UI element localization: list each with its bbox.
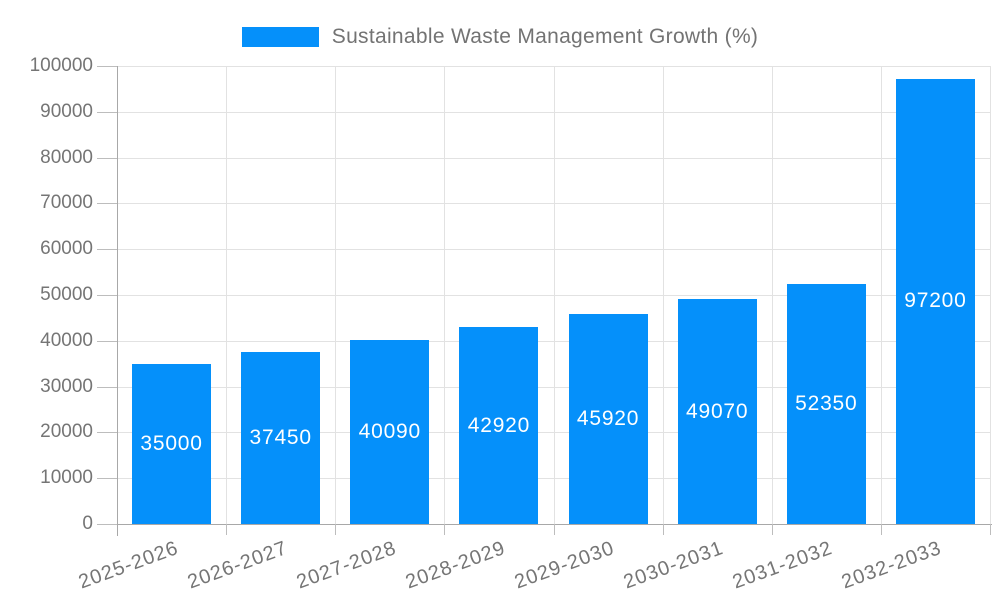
- y-axis-tick: [97, 386, 117, 388]
- grid-line-vertical: [444, 66, 446, 524]
- bar-value-label: 40090: [358, 420, 422, 444]
- y-axis-tick: [97, 249, 117, 251]
- bar-value-label: 52350: [795, 392, 858, 416]
- y-axis-tick-label: 90000: [40, 100, 93, 122]
- x-axis-tick: [662, 524, 664, 535]
- bar: [786, 284, 866, 524]
- x-axis-tick-label: 2029-2030: [511, 537, 618, 594]
- x-axis-tick: [444, 524, 446, 535]
- y-axis-tick-label: 20000: [40, 421, 93, 443]
- y-axis-tick: [97, 432, 117, 434]
- bar: [132, 363, 212, 524]
- x-axis-tick: [226, 524, 228, 535]
- bar-value-label: 45920: [576, 406, 640, 430]
- grid-line-vertical: [553, 66, 555, 524]
- y-axis-line: [117, 66, 118, 536]
- grid-line-vertical: [662, 66, 664, 524]
- x-axis-tick: [880, 524, 882, 535]
- grid-line-vertical: [990, 66, 991, 524]
- x-axis-tick: [335, 524, 337, 535]
- y-axis-tick: [97, 295, 117, 296]
- y-axis-tick: [97, 66, 117, 67]
- x-axis-tick-label: 2026-2027: [184, 537, 291, 594]
- grid-line-vertical: [771, 66, 773, 524]
- grid-line-vertical: [226, 66, 228, 524]
- y-axis-tick-label: 10000: [40, 467, 93, 489]
- y-axis-tick-label: 70000: [40, 192, 93, 214]
- y-axis-tick-label: 40000: [40, 329, 93, 351]
- legend[interactable]: Sustainable Waste Management Growth (%): [0, 25, 1000, 49]
- y-axis-tick: [97, 340, 117, 342]
- y-axis-tick-label: 80000: [40, 146, 93, 168]
- x-axis-tick-label: 2032-2033: [839, 537, 945, 594]
- y-axis-tick: [97, 111, 117, 113]
- bar-value-label: 97200: [904, 289, 967, 313]
- x-axis-line: [117, 524, 992, 525]
- x-axis-tick: [553, 524, 555, 535]
- y-axis-tick: [97, 203, 117, 205]
- x-axis-tick-label: 2025-2026: [75, 537, 182, 594]
- bar-value-label: 35000: [140, 431, 203, 455]
- grid-line-vertical: [335, 66, 337, 524]
- bar-value-label: 37450: [249, 426, 312, 450]
- x-axis-tick: [771, 524, 773, 535]
- bar: [459, 327, 539, 524]
- y-axis-tick-label: 60000: [40, 238, 93, 260]
- x-axis-tick: [990, 524, 991, 535]
- bar: [568, 313, 648, 524]
- y-axis-tick-label: 0: [82, 513, 93, 534]
- y-axis-tick: [97, 157, 117, 159]
- bar: [241, 352, 321, 524]
- bar-value-label: 49070: [685, 399, 749, 423]
- bar: [895, 78, 975, 524]
- bar-value-label: 42920: [467, 413, 531, 437]
- legend-marker-swatch: [241, 27, 319, 47]
- x-axis-tick-label: 2030-2031: [620, 537, 727, 594]
- bar: [677, 299, 757, 524]
- y-axis-tick: [97, 524, 117, 525]
- y-axis-tick-label: 100000: [29, 55, 93, 76]
- x-axis-tick-label: 2027-2028: [293, 537, 400, 594]
- x-axis-tick-label: 2028-2029: [402, 537, 509, 594]
- legend-label: Sustainable Waste Management Growth (%): [331, 25, 759, 48]
- grid-line-vertical: [880, 66, 882, 524]
- bar: [350, 340, 430, 524]
- y-axis-tick: [97, 478, 117, 480]
- y-axis-tick-label: 30000: [40, 375, 93, 397]
- y-axis-tick-label: 50000: [40, 284, 93, 305]
- x-axis-tick-label: 2031-2032: [729, 537, 836, 594]
